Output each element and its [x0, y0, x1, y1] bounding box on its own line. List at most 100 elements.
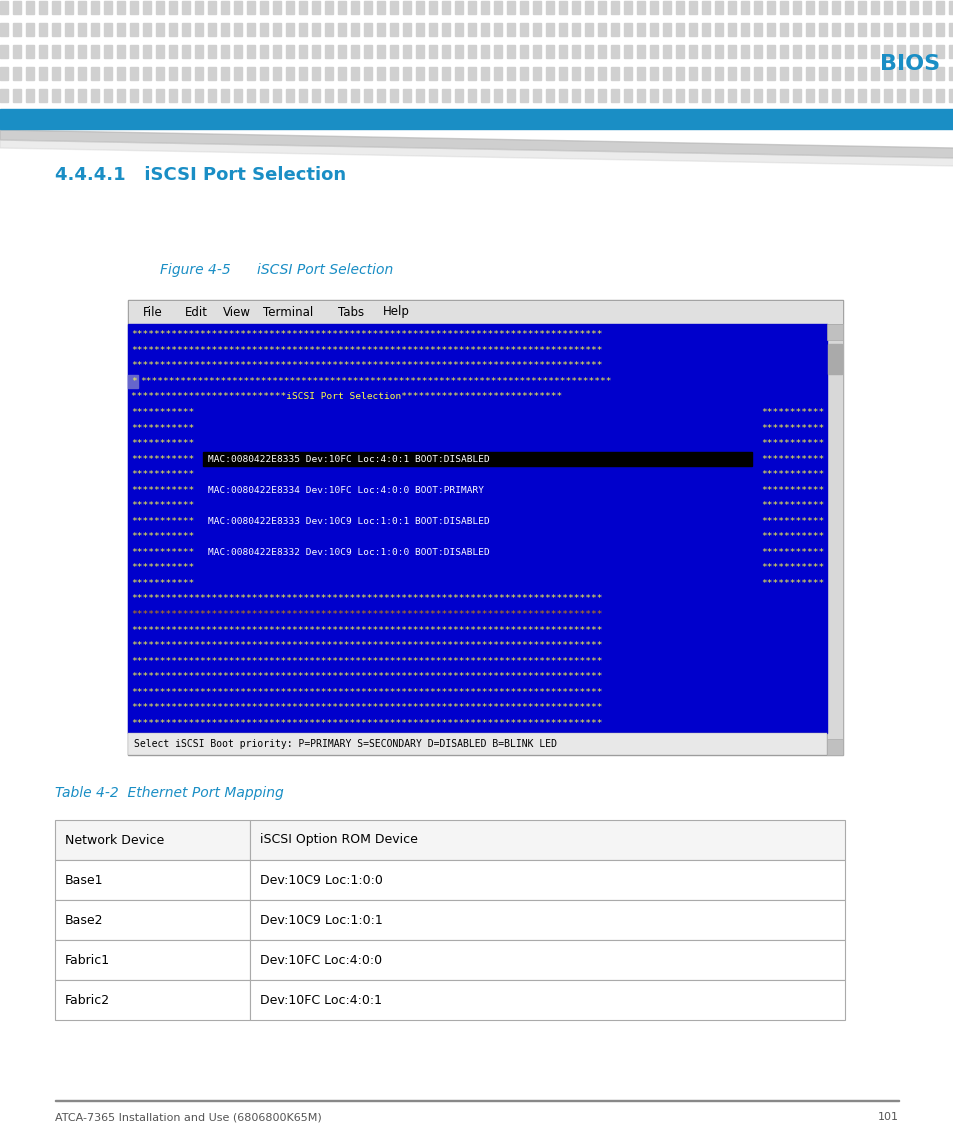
Bar [637, 23, 644, 35]
Bar [727, 1, 735, 14]
Bar [676, 68, 683, 80]
Bar [584, 89, 593, 102]
Bar [273, 89, 281, 102]
Text: Help: Help [382, 306, 410, 318]
Text: BIOS: BIOS [879, 55, 939, 74]
Bar [780, 89, 787, 102]
Bar [286, 23, 294, 35]
Bar [896, 23, 904, 35]
Bar [480, 68, 489, 80]
Text: ***********: *********** [760, 408, 823, 417]
Bar [727, 68, 735, 80]
Bar [598, 89, 605, 102]
Text: Select iSCSI Boot priority: P=PRIMARY S=SECONDARY D=DISABLED B=BLINK LED: Select iSCSI Boot priority: P=PRIMARY S=… [133, 739, 557, 749]
Bar [831, 1, 840, 14]
Bar [598, 23, 605, 35]
Bar [923, 23, 930, 35]
Bar [337, 89, 346, 102]
Bar [923, 68, 930, 80]
Bar [337, 68, 346, 80]
Bar [662, 68, 670, 80]
Bar [91, 68, 99, 80]
Bar [13, 23, 21, 35]
Bar [364, 23, 372, 35]
Bar [468, 45, 476, 58]
Bar [194, 89, 203, 102]
Text: Fabric2: Fabric2 [65, 994, 110, 1006]
Text: ***********: *********** [131, 424, 194, 433]
Text: MAC:0080422E8334 Dev:10FC Loc:4:0:0 BOOT:PRIMARY: MAC:0080422E8334 Dev:10FC Loc:4:0:0 BOOT… [208, 485, 483, 495]
Bar [402, 45, 411, 58]
Bar [390, 68, 397, 80]
Bar [128, 376, 138, 388]
Bar [844, 45, 852, 58]
Bar [130, 68, 138, 80]
Bar [792, 45, 801, 58]
Bar [572, 45, 579, 58]
Bar [55, 820, 250, 860]
Bar [390, 23, 397, 35]
Bar [26, 1, 34, 14]
Bar [325, 1, 333, 14]
Bar [545, 68, 554, 80]
Bar [441, 23, 450, 35]
Bar [298, 45, 307, 58]
Bar [533, 45, 540, 58]
Bar [143, 45, 151, 58]
Bar [780, 1, 787, 14]
Bar [260, 45, 268, 58]
Text: ***********: *********** [131, 471, 194, 479]
Bar [250, 980, 844, 1020]
Bar [39, 1, 47, 14]
Bar [857, 45, 865, 58]
Bar [494, 89, 501, 102]
Bar [247, 23, 254, 35]
Text: ATCA-7365 Installation and Use (6806800K65M): ATCA-7365 Installation and Use (6806800K… [55, 1112, 321, 1122]
Bar [701, 23, 709, 35]
Bar [247, 1, 254, 14]
Bar [831, 68, 840, 80]
Bar [545, 89, 554, 102]
Bar [480, 45, 489, 58]
Text: File: File [143, 306, 163, 318]
Bar [402, 23, 411, 35]
Bar [104, 89, 112, 102]
Bar [182, 68, 190, 80]
Bar [909, 68, 917, 80]
Bar [896, 45, 904, 58]
Bar [727, 45, 735, 58]
Bar [688, 45, 697, 58]
Bar [637, 1, 644, 14]
Bar [701, 68, 709, 80]
Bar [91, 45, 99, 58]
Bar [480, 89, 489, 102]
Text: Base1: Base1 [65, 874, 103, 886]
Text: 101: 101 [877, 1112, 898, 1122]
Text: Table 4-2  Ethernet Port Mapping: Table 4-2 Ethernet Port Mapping [55, 785, 283, 800]
Bar [312, 68, 319, 80]
Bar [805, 45, 813, 58]
Bar [130, 23, 138, 35]
Bar [39, 68, 47, 80]
Bar [714, 68, 722, 80]
Bar [298, 68, 307, 80]
Bar [766, 68, 774, 80]
Bar [727, 89, 735, 102]
Bar [182, 23, 190, 35]
Text: ***********: *********** [760, 424, 823, 433]
Bar [364, 1, 372, 14]
Text: ***********: *********** [760, 439, 823, 448]
Bar [558, 68, 566, 80]
Bar [649, 1, 658, 14]
Bar [128, 324, 826, 733]
Bar [376, 1, 385, 14]
Bar [65, 45, 73, 58]
Bar [55, 980, 250, 1020]
Bar [130, 1, 138, 14]
Text: Tabs: Tabs [337, 306, 364, 318]
Bar [208, 89, 215, 102]
Bar [805, 68, 813, 80]
Bar [39, 23, 47, 35]
Text: ***************************iSCSI Port Selection****************************: ***************************iSCSI Port Se… [131, 393, 561, 402]
Bar [818, 1, 826, 14]
